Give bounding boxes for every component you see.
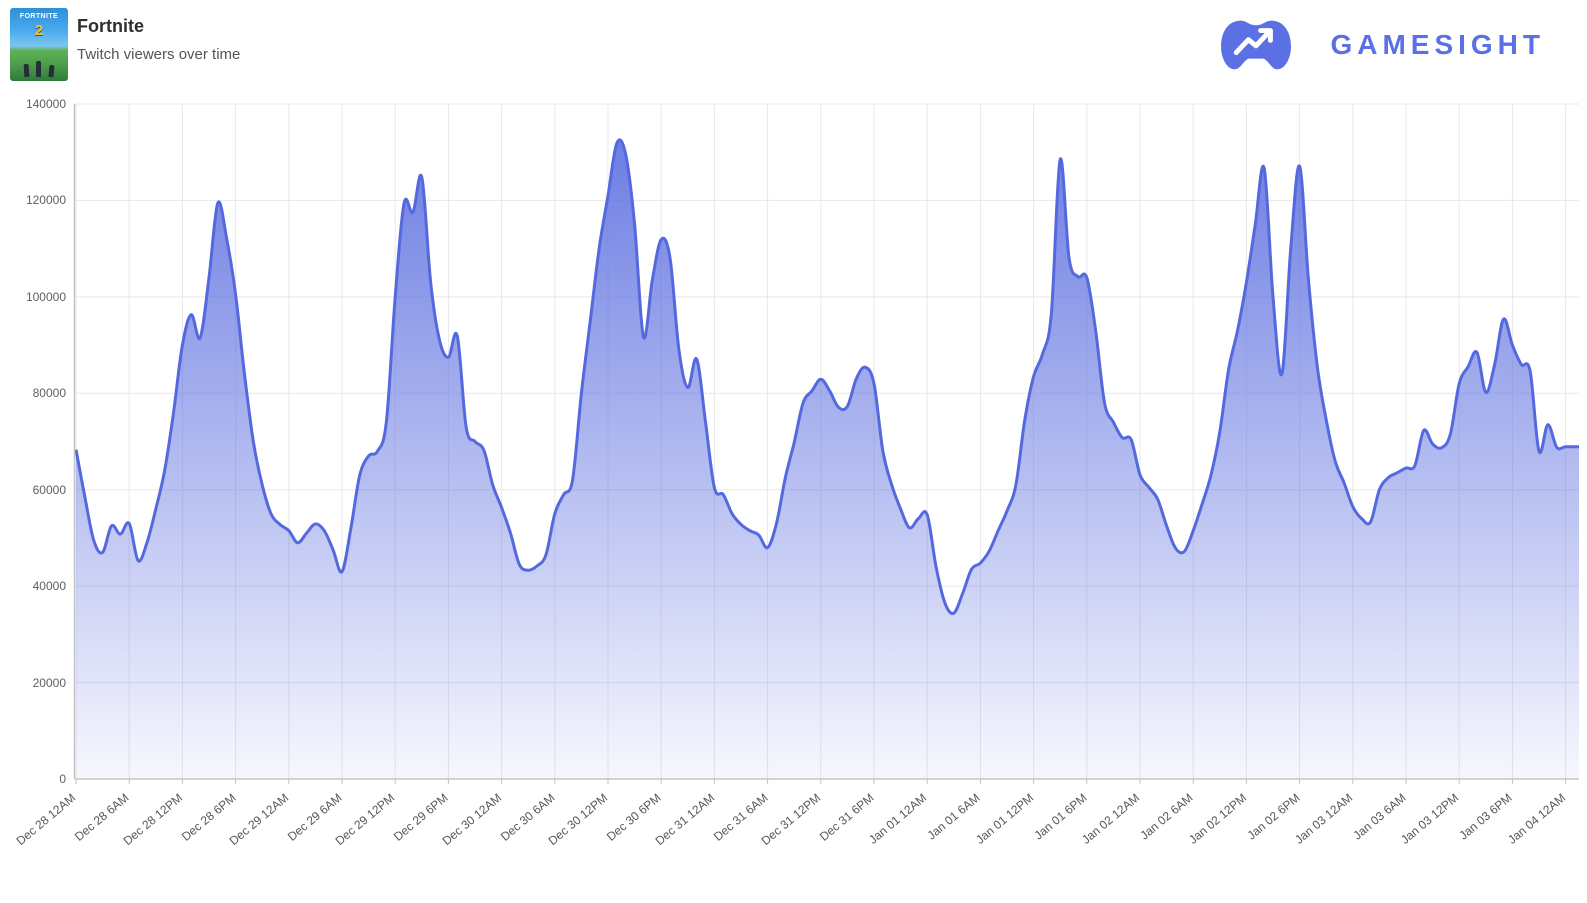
cover-character-silhouette xyxy=(36,61,41,77)
game-cover-title: FORTNITE xyxy=(19,13,59,20)
game-cover: FORTNITE 2 xyxy=(10,8,68,81)
brand-wordmark: GAMESIGHT xyxy=(1330,29,1545,60)
y-tick-label: 80000 xyxy=(32,386,66,401)
cover-character-silhouette xyxy=(23,63,30,78)
y-tick-label: 40000 xyxy=(32,579,66,594)
y-tick-label: 60000 xyxy=(32,482,66,497)
viewers-chart: 0 20000 40000 60000 80000 100000 120000 140000 D… xyxy=(0,90,1587,903)
viewers-area-fill xyxy=(76,139,1579,779)
y-tick-label: 100000 xyxy=(25,289,66,304)
gamepad-trend-icon xyxy=(1221,20,1292,70)
viewers-line xyxy=(74,138,1580,615)
y-tick-label: 140000 xyxy=(25,97,66,111)
page-title: Fortnite xyxy=(77,16,144,36)
brand: GAMESIGHT xyxy=(1218,14,1545,76)
title-block: Fortnite Twitch viewers over time xyxy=(77,16,240,63)
y-tick-label: 120000 xyxy=(25,193,66,208)
y-tick-label: 0 xyxy=(59,772,66,786)
game-cover-number: 2 xyxy=(34,22,44,39)
y-tick-label: 20000 xyxy=(32,675,66,690)
area-chart-canvas xyxy=(73,103,1580,784)
cover-character-silhouette xyxy=(48,64,55,78)
page-subtitle: Twitch viewers over time xyxy=(77,46,241,63)
